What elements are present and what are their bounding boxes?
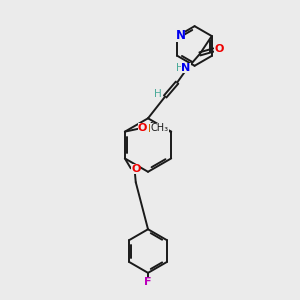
Text: F: F: [144, 277, 152, 287]
Text: CH₃: CH₃: [151, 123, 169, 133]
Text: O: O: [131, 164, 140, 174]
Text: H: H: [154, 88, 162, 98]
Text: Br: Br: [148, 124, 162, 134]
Text: O: O: [215, 44, 224, 54]
Text: O: O: [138, 123, 147, 133]
Text: H: H: [176, 63, 184, 73]
Text: N: N: [182, 63, 190, 73]
Text: N: N: [176, 28, 185, 42]
